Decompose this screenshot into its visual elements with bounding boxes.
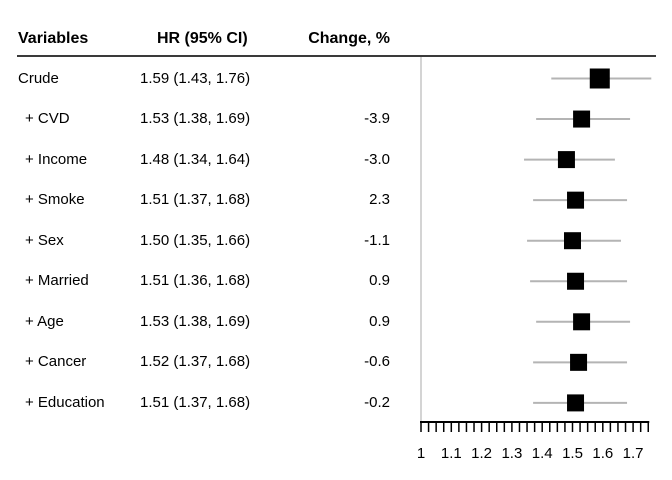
- row-change-value: 0.9: [369, 312, 390, 330]
- axis-label: 1: [417, 445, 425, 462]
- axis-label: 1.4: [532, 445, 553, 462]
- row-change-value: 2.3: [369, 191, 390, 209]
- table-row: + CVD 1.53 (1.38, 1.69) -3.9: [0, 99, 420, 139]
- row-hr-value: 1.59 (1.43, 1.76): [140, 69, 251, 87]
- row-variable-label: + Income: [25, 150, 88, 168]
- hr-marker: [567, 191, 585, 209]
- row-hr-value: 1.50 (1.35, 1.66): [140, 231, 251, 249]
- row-variable-label: + Married: [25, 272, 89, 290]
- table-row: + Sex 1.50 (1.35, 1.66) -1.1: [0, 221, 420, 261]
- row-hr-value: 1.53 (1.38, 1.69): [140, 312, 251, 330]
- header-divider: [17, 55, 656, 57]
- table-row: Crude 1.59 (1.43, 1.76): [0, 59, 420, 99]
- row-hr-value: 1.53 (1.38, 1.69): [140, 110, 251, 128]
- table-row: + Age 1.53 (1.38, 1.69) 0.9: [0, 302, 420, 342]
- hr-marker: [589, 68, 610, 89]
- row-change-value: -3.9: [364, 110, 390, 128]
- hr-marker: [557, 151, 575, 169]
- axis-label: 1.2: [471, 445, 492, 462]
- row-hr-value: 1.51 (1.37, 1.68): [140, 393, 251, 411]
- column-header-change: Change, %: [308, 30, 390, 47]
- row-hr-value: 1.51 (1.37, 1.68): [140, 191, 251, 209]
- hr-marker: [573, 313, 591, 331]
- axis-label: 1.6: [592, 445, 613, 462]
- row-change-value: -1.1: [364, 231, 390, 249]
- table-row: + Cancer 1.52 (1.37, 1.68) -0.6: [0, 342, 420, 382]
- hr-marker: [567, 394, 585, 412]
- column-header-hr: HR (95% CI): [157, 30, 248, 47]
- row-variable-label: Crude: [18, 69, 59, 87]
- row-variable-label: + Smoke: [25, 191, 85, 209]
- hr-marker: [570, 353, 588, 371]
- table-row: + Smoke 1.51 (1.37, 1.68) 2.3: [0, 180, 420, 220]
- axis-label: 1.7: [623, 445, 644, 462]
- column-header-variables: Variables: [18, 30, 89, 47]
- axis-label: 1.1: [441, 445, 462, 462]
- row-change-value: -0.2: [364, 393, 390, 411]
- axis-label: 1.5: [562, 445, 583, 462]
- hr-marker: [567, 272, 585, 290]
- hr-marker: [573, 110, 591, 128]
- row-change-value: 0.9: [369, 272, 390, 290]
- table-row: + Married 1.51 (1.36, 1.68) 0.9: [0, 261, 420, 301]
- table-row: + Income 1.48 (1.34, 1.64) -3.0: [0, 140, 420, 180]
- row-change-value: -3.0: [364, 150, 390, 168]
- row-variable-label: + Age: [25, 312, 64, 330]
- row-variable-label: + CVD: [25, 110, 70, 128]
- hr-marker: [564, 232, 581, 250]
- row-hr-value: 1.48 (1.34, 1.64): [140, 150, 251, 168]
- row-variable-label: + Sex: [25, 231, 64, 249]
- row-hr-value: 1.52 (1.37, 1.68): [140, 353, 251, 371]
- axis-label: 1.3: [501, 445, 522, 462]
- row-change-value: -0.6: [364, 353, 390, 371]
- row-variable-label: + Cancer: [25, 353, 87, 371]
- row-hr-value: 1.51 (1.36, 1.68): [140, 272, 251, 290]
- table-row: + Education 1.51 (1.37, 1.68) -0.2: [0, 383, 420, 423]
- row-variable-label: + Education: [25, 393, 105, 411]
